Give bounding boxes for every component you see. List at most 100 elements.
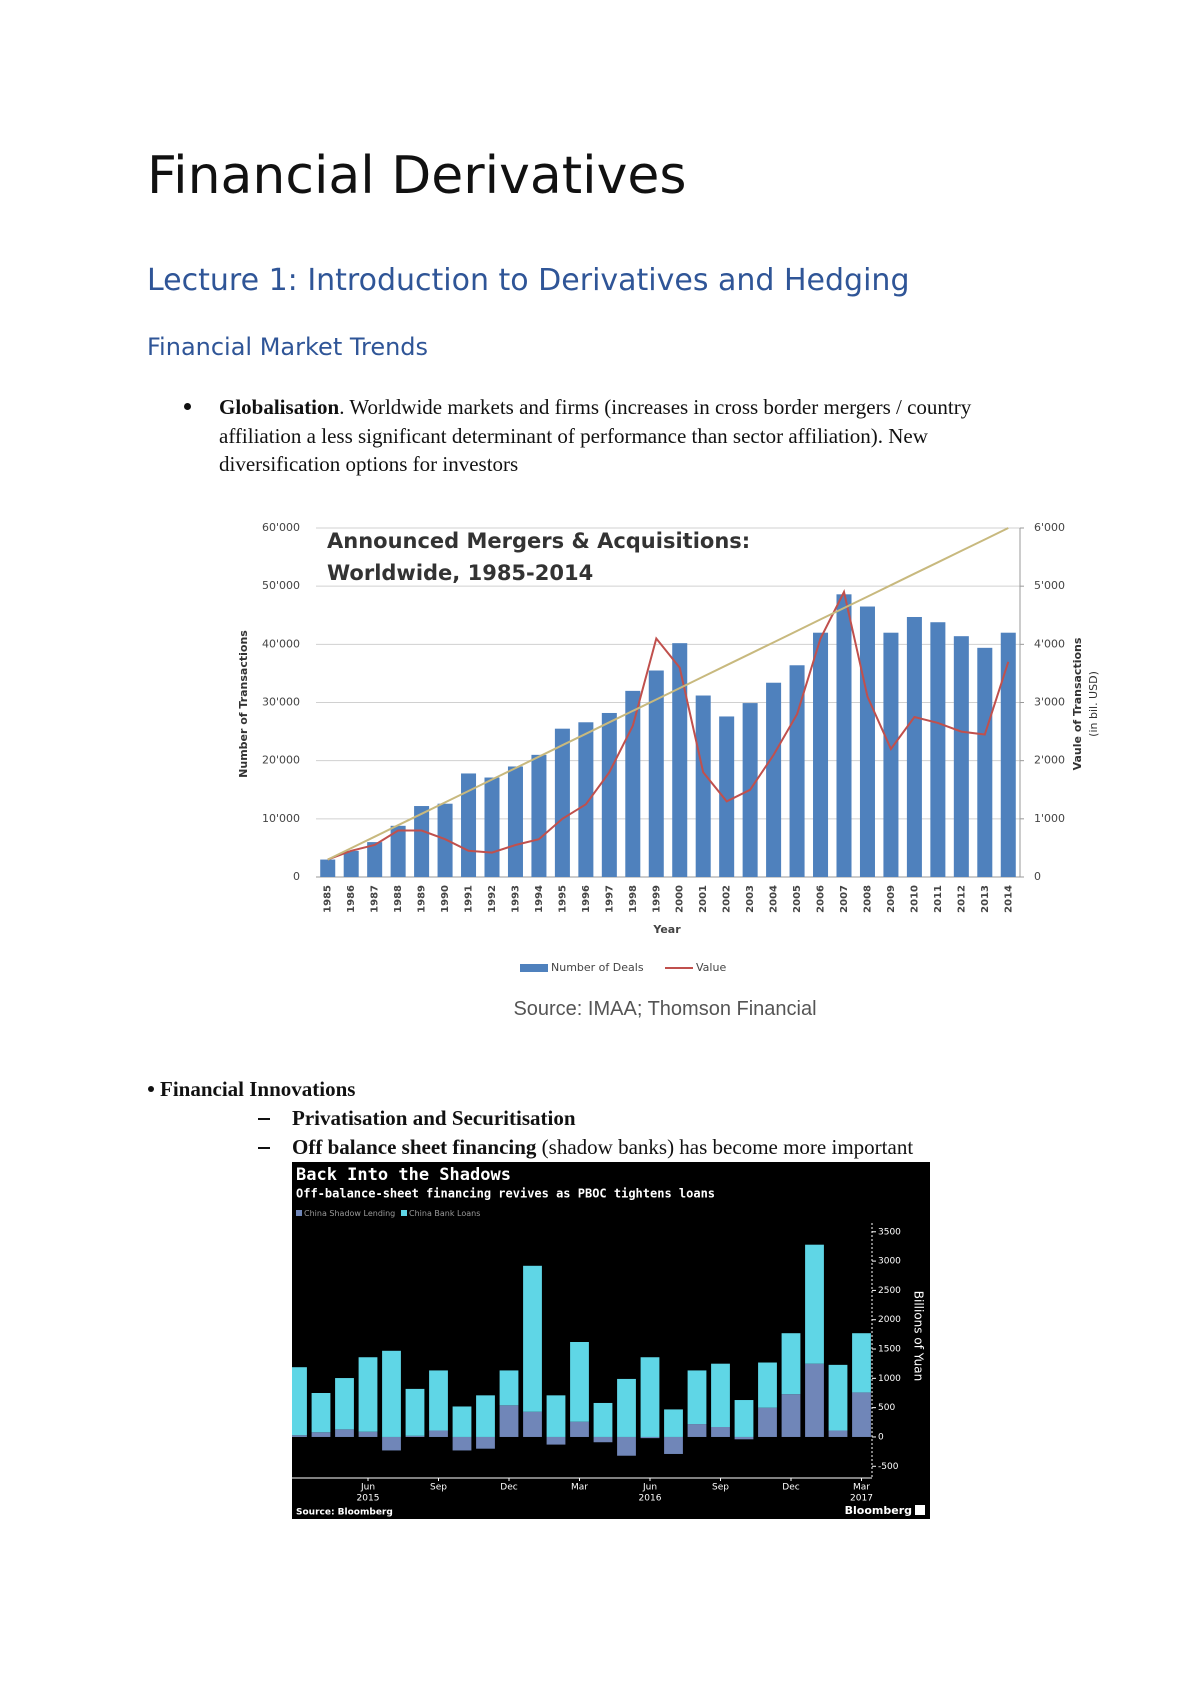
bullet (184, 403, 191, 410)
y2-tick-label: 2'000 (1034, 754, 1065, 767)
bar-segment (758, 1407, 777, 1437)
x-tick-label: 2005 (792, 885, 803, 913)
bar (320, 859, 336, 877)
x-tick-label: 2001 (698, 885, 709, 913)
y-tick-label: 40'000 (262, 637, 300, 650)
sub-item-text: (shadow banks) has become more important (536, 1135, 914, 1159)
chart-subtitle: Off-balance-sheet financing revives as P… (296, 1187, 715, 1201)
y-tick-label: 60'000 (262, 521, 300, 534)
x-tick-label: Sep (712, 1483, 729, 1493)
figure-caption: Source: IMAA; Thomson Financial (513, 998, 817, 1020)
bar (625, 690, 641, 877)
bar-segment (617, 1436, 636, 1456)
x-year-label: 2015 (357, 1494, 380, 1504)
y2-tick-label: 3'000 (1034, 696, 1065, 709)
bar-segment (358, 1357, 378, 1432)
bar-segment (335, 1378, 354, 1430)
x-tick-label: 2012 (956, 885, 967, 913)
source: Source: Bloomberg (296, 1508, 393, 1518)
x-tick-label: Sep (430, 1483, 447, 1493)
bar-segment (781, 1394, 801, 1437)
x-tick-label: 1996 (581, 885, 592, 913)
y-tick-label: 20'000 (262, 754, 300, 767)
x-tick-label: 2000 (675, 885, 686, 913)
bar-segment (382, 1350, 401, 1437)
bar-segment (292, 1435, 307, 1437)
bullet-body: . Worldwide markets and firms (increases… (219, 395, 972, 476)
section-heading: Financial Market Trends (147, 333, 429, 361)
bar-segment (805, 1363, 824, 1437)
x-tick-label: 2003 (745, 885, 756, 913)
bar-segment (358, 1431, 378, 1437)
bar-segment (476, 1436, 495, 1449)
y2-tick-label: 1'000 (1034, 812, 1065, 825)
x-axis-label: Year (652, 923, 681, 936)
bar-segment (734, 1400, 754, 1437)
bar-segment (570, 1342, 589, 1422)
bar-segment (852, 1333, 871, 1393)
x-tick-label: 2002 (722, 885, 733, 913)
bar-segment (499, 1370, 519, 1406)
y-tick-label: 1500 (878, 1345, 901, 1355)
bar-segment (499, 1405, 519, 1437)
y-tick-label: 0 (878, 1432, 884, 1442)
bar (343, 850, 359, 877)
brand: Bloomberg (845, 1504, 912, 1517)
bar-segment (664, 1436, 683, 1454)
x-tick-label: 2013 (980, 885, 991, 913)
x-tick-label: Mar (853, 1483, 870, 1493)
bar (672, 643, 688, 877)
y-tick-label: 2500 (878, 1286, 901, 1296)
bar-segment (664, 1409, 683, 1437)
x-tick-label: 1985 (323, 885, 334, 913)
x-tick-label: Jun (360, 1483, 375, 1493)
bar-segment (311, 1432, 331, 1437)
bar (789, 665, 805, 877)
chart-title: Back Into the Shadows (296, 1165, 511, 1185)
bar-segment (734, 1436, 754, 1440)
y2-axis-label: Vaule of Transactions (1071, 637, 1084, 770)
bar-segment (593, 1436, 613, 1443)
sub-item: Off balance sheet financing (shadow bank… (292, 1133, 913, 1162)
bar-segment (429, 1430, 448, 1437)
bar (390, 825, 406, 877)
bar (695, 695, 711, 877)
x-tick-label: 2006 (816, 885, 827, 913)
y-tick-label: -500 (878, 1462, 899, 1472)
x-tick-label: 2008 (862, 885, 873, 913)
legend-label: Number of Deals (551, 961, 644, 974)
bar (648, 670, 664, 877)
x-year-label: 2016 (639, 1494, 662, 1504)
legend-swatch (296, 1210, 302, 1216)
y2-tick-label: 4'000 (1034, 637, 1065, 650)
bar (414, 806, 430, 877)
x-tick-label: 2011 (933, 885, 944, 913)
x-tick-label: 1989 (417, 885, 428, 913)
y-tick-label: 500 (878, 1403, 895, 1413)
bar-segment (523, 1411, 542, 1437)
legend-label: China Bank Loans (409, 1209, 480, 1218)
bar (766, 682, 782, 877)
bar-segment (429, 1370, 448, 1431)
bar-segment (828, 1430, 848, 1437)
x-tick-label: Dec (782, 1483, 799, 1493)
bar (1000, 632, 1016, 877)
legend-label: China Shadow Lending (304, 1209, 395, 1218)
bar-segment (805, 1244, 824, 1364)
y-tick-label: 10'000 (262, 812, 300, 825)
bar (531, 754, 547, 877)
x-tick-label: 1992 (487, 885, 498, 913)
bar-segment (711, 1427, 730, 1437)
dash (258, 1147, 270, 1149)
bar (930, 622, 946, 877)
bullet-label: Globalisation (219, 395, 340, 419)
bar-segment (781, 1333, 801, 1395)
legend-label: Value (696, 961, 726, 974)
bar-segment (640, 1357, 660, 1437)
bar-segment (593, 1402, 613, 1437)
x-tick-label: 2004 (769, 885, 780, 913)
bar-segment (546, 1436, 566, 1445)
bar-segment (452, 1436, 472, 1451)
bar-segment (758, 1362, 777, 1408)
y-tick-label: 1000 (878, 1374, 901, 1384)
